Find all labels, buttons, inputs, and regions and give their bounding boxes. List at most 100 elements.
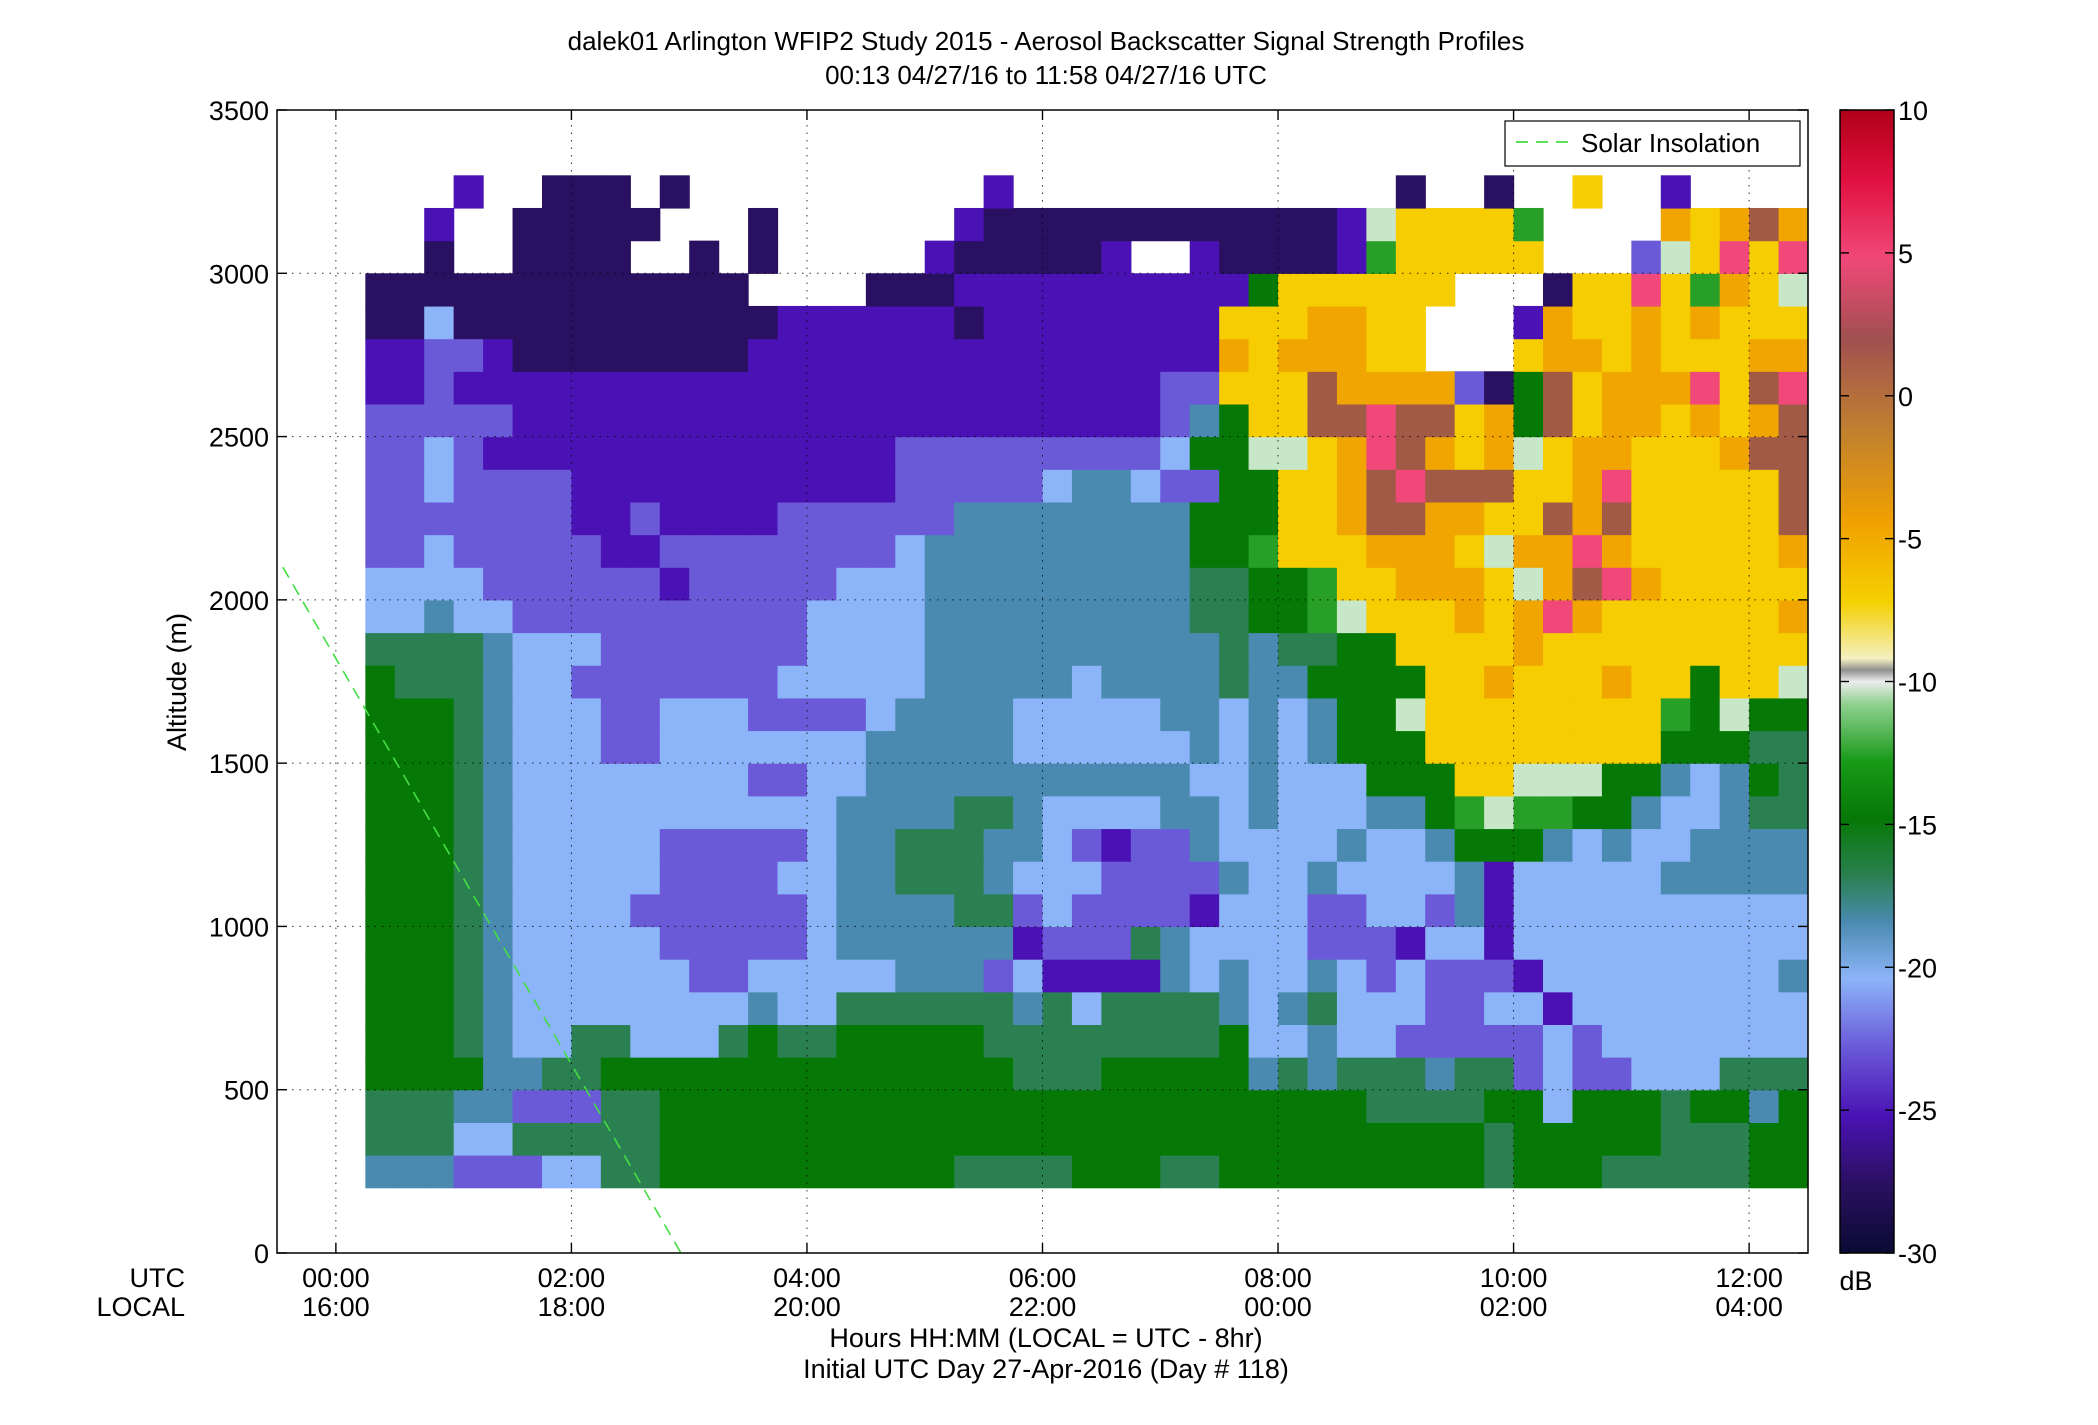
heatmap-cell <box>659 371 690 405</box>
heatmap-cell <box>1543 534 1574 568</box>
heatmap-cell <box>365 338 396 372</box>
heatmap-cell <box>1130 730 1161 764</box>
heatmap-cell <box>1719 207 1750 242</box>
heatmap-cell <box>1101 599 1132 634</box>
heatmap-cell <box>777 534 808 568</box>
heatmap-cell <box>1660 567 1691 601</box>
heatmap-cell <box>453 501 484 536</box>
heatmap-cell <box>1101 240 1132 274</box>
y-tick-label: 0 <box>254 1239 269 1269</box>
heatmap-cell <box>1572 763 1603 797</box>
heatmap-cell <box>954 1057 985 1091</box>
heatmap-cell <box>924 403 955 438</box>
heatmap-cell <box>1454 599 1485 634</box>
heatmap-cell <box>748 469 779 503</box>
heatmap-cell <box>1543 1089 1574 1123</box>
heatmap-cell <box>571 403 602 438</box>
heatmap-cell <box>689 795 720 830</box>
heatmap-cell <box>748 697 779 732</box>
heatmap-cell <box>836 665 867 699</box>
heatmap-cell <box>1130 338 1161 372</box>
heatmap-cell <box>1013 338 1044 372</box>
heatmap-cell <box>777 959 808 993</box>
heatmap-cell <box>1101 959 1132 993</box>
heatmap-cell <box>806 436 837 470</box>
heatmap-cell <box>424 763 455 797</box>
heatmap-cell <box>1425 959 1456 993</box>
heatmap-cell <box>1454 795 1485 830</box>
x-tick-label-local: 00:00 <box>1244 1292 1312 1322</box>
heatmap-cell <box>689 665 720 699</box>
heatmap-cell <box>777 371 808 405</box>
heatmap-cell <box>1513 828 1544 862</box>
heatmap-cell <box>1071 926 1102 960</box>
heatmap-cells <box>365 175 1809 1189</box>
heatmap-cell <box>1130 501 1161 536</box>
heatmap-cell <box>1601 1057 1632 1091</box>
heatmap-cell <box>600 567 631 601</box>
heatmap-cell <box>394 338 425 372</box>
heatmap-cell <box>424 665 455 699</box>
heatmap-cell <box>630 861 661 895</box>
heatmap-cell <box>1071 861 1102 895</box>
heatmap-cell <box>836 926 867 960</box>
heatmap-cell <box>1130 926 1161 960</box>
heatmap-cell <box>718 599 749 634</box>
heatmap-cell <box>1160 1155 1191 1189</box>
heatmap-cell <box>1071 697 1102 732</box>
heatmap-cell <box>1189 1089 1220 1123</box>
heatmap-cell <box>600 697 631 732</box>
heatmap-cell <box>453 338 484 372</box>
heatmap-cell <box>865 534 896 568</box>
heatmap-cell <box>1278 828 1309 862</box>
heatmap-cell <box>512 338 543 372</box>
heatmap-cell <box>1513 1057 1544 1091</box>
heatmap-cell <box>1336 991 1367 1025</box>
heatmap-cell <box>1660 207 1691 242</box>
heatmap-cell <box>1248 959 1279 993</box>
heatmap-cell <box>1336 1057 1367 1091</box>
heatmap-cell <box>865 273 896 307</box>
heatmap-cell <box>541 1155 573 1189</box>
heatmap-cell <box>1484 926 1515 960</box>
heatmap-cell <box>1513 1122 1544 1156</box>
heatmap-cell <box>1042 991 1073 1025</box>
heatmap-cell <box>1543 436 1574 470</box>
heatmap-cell <box>895 338 926 372</box>
heatmap-cell <box>541 338 573 372</box>
heatmap-cell <box>571 1057 602 1091</box>
heatmap-cell <box>1013 1089 1044 1123</box>
heatmap-cell <box>865 469 896 503</box>
heatmap-cell <box>865 861 896 895</box>
heatmap-cell <box>1690 991 1721 1025</box>
heatmap-cell <box>895 403 926 438</box>
heatmap-cell <box>1042 763 1073 797</box>
heatmap-cell <box>1572 697 1603 732</box>
heatmap-cell <box>659 599 690 634</box>
heatmap-cell <box>1248 795 1279 830</box>
heatmap-cell <box>836 305 867 340</box>
heatmap-cell <box>571 534 602 568</box>
heatmap-cell <box>1395 501 1426 536</box>
heatmap-cell <box>571 893 602 928</box>
heatmap-cell <box>1336 893 1367 928</box>
heatmap-cell <box>659 534 690 568</box>
heatmap-cell <box>1484 795 1515 830</box>
heatmap-cell <box>983 1122 1014 1156</box>
heatmap-cell <box>689 599 720 634</box>
heatmap-cell <box>806 305 837 340</box>
heatmap-cell <box>895 273 926 307</box>
heatmap-cell <box>748 926 779 960</box>
heatmap-cell <box>365 763 396 797</box>
heatmap-cell <box>1248 469 1279 503</box>
heatmap-cell <box>836 697 867 732</box>
heatmap-cell <box>1366 338 1397 372</box>
heatmap-cell <box>571 501 602 536</box>
heatmap-cell <box>895 501 926 536</box>
heatmap-cell <box>1690 1057 1721 1091</box>
heatmap-cell <box>1719 861 1750 895</box>
heatmap-cell <box>1513 1089 1544 1123</box>
heatmap-cell <box>1484 469 1515 503</box>
heatmap-cell <box>1101 1122 1132 1156</box>
heatmap-cell <box>718 665 749 699</box>
